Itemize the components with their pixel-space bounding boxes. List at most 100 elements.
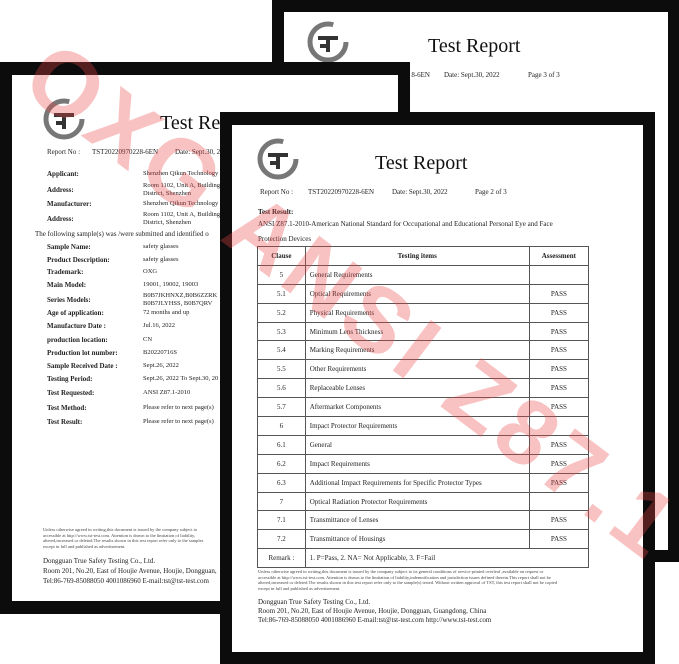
field-value: CN <box>143 336 153 343</box>
disclaimer: altered,increased or deleted.The results… <box>43 538 204 543</box>
company: Dongguan True Safety Testing Co., Ltd. <box>43 557 156 565</box>
table-row: 6.2 Impact Requirements PASS <box>257 453 590 474</box>
field-value: Sept.26, 2022 <box>143 362 179 369</box>
field-value: safety glasses <box>143 256 179 263</box>
field-value: Sept.26, 2022 To Sept.30, 20 <box>143 375 219 382</box>
field-value: Shenzhen Qikun Technology Co., Ltd. <box>143 200 243 207</box>
table-row: 7 Optical Radiation Protector Requirement… <box>257 491 590 512</box>
field-value: safety glasses <box>143 243 179 250</box>
date: Date: Sept.30, 2 <box>175 148 221 156</box>
standard: Protection Devices <box>258 235 312 243</box>
company: Dongguan True Safety Testing Co., Ltd. <box>258 598 371 606</box>
table-cell: 5.3 <box>257 321 306 342</box>
field-value: District, Shenzhen <box>143 190 192 197</box>
field-label: Applicant: <box>47 170 79 178</box>
contact: Tel:86-769-85088050 4001086960 E-mail:ts… <box>258 616 492 624</box>
table-cell: PASS <box>528 302 590 323</box>
table-cell: Impact Protector Requirements <box>304 416 530 436</box>
table-row: 5.3 Minimum Lens Thickness PASS <box>257 321 590 342</box>
disclaimer: altered,increased or deleted.The results… <box>258 580 557 585</box>
table-cell: 7.2 <box>257 529 306 550</box>
field-value: Room 1102, Unit A, Building 13, Fantas <box>143 182 249 189</box>
field-label: Testing Period: <box>47 375 93 383</box>
field-label: Sample Received Date : <box>47 362 118 370</box>
field-value: 72 months and up <box>143 309 190 316</box>
field-label: Test Method: <box>47 404 87 412</box>
table-cell: PASS <box>528 453 590 474</box>
results-table: Clause Testing items Assessment 5 General Re… <box>257 246 590 569</box>
title: Test Report <box>428 35 521 57</box>
header-cell: Assessment <box>528 246 590 266</box>
table-cell: 5.6 <box>257 378 306 399</box>
field-value: B20220716S <box>143 349 177 356</box>
table-cell: Replaceable Lenses <box>304 378 530 399</box>
address: Room 201, No.20, East of Houjie Avenue, … <box>258 607 487 615</box>
table-row: 5.7 Aftermarket Components PASS <box>257 397 590 418</box>
report-no: TST20220970228-6EN <box>92 148 159 156</box>
standard: ANSI Z87.1-2010-American National Standa… <box>258 220 553 228</box>
field-label: Production lot number: <box>47 349 118 357</box>
report-no-label: Report No : <box>47 148 81 156</box>
header-row: Clause Testing items Assessment <box>257 246 590 266</box>
field-value: Please refer to next page(s) <box>143 418 214 425</box>
table-cell: PASS <box>528 510 590 531</box>
title: Test Re <box>160 112 221 134</box>
table-row: 5.6 Replaceable Lenses PASS <box>257 378 590 399</box>
field-value: B0B7JKHNXZ,B0B6ZZRK <box>143 292 218 299</box>
table-cell: PASS <box>528 283 590 304</box>
remark-label: Remark : <box>257 548 306 569</box>
header-cell: Clause <box>257 246 306 266</box>
field-value: Shenzhen Qikun Technology Co., Ltd. <box>143 170 243 177</box>
report-no: TST20220970228-6EN <box>308 188 375 196</box>
table-cell: Optical Requirements <box>304 283 530 304</box>
table-row: 7.1 Transmittance of Lenses PASS <box>257 510 590 531</box>
field-value: Please refer to next page(s) <box>143 404 214 411</box>
table-cell: PASS <box>528 472 590 493</box>
table-cell: Transmittance of Lenses <box>304 510 530 531</box>
table-cell: Optical Radiation Protector Requirements <box>304 491 530 512</box>
table-cell: PASS <box>528 397 590 418</box>
field-value: OXG <box>143 268 158 275</box>
field-label: Main Model: <box>47 281 87 289</box>
table-row: 7.2 Transmittance of Housings PASS <box>257 529 590 550</box>
disclaimer: accessible at http://www.tst-test.com. A… <box>258 574 551 580</box>
table-cell: 5.5 <box>257 359 306 380</box>
field-value: 19001, 19002, 19003 <box>143 281 199 288</box>
table-cell: 6 <box>257 416 306 436</box>
table-row: 5.2 Physical Requirements PASS <box>257 302 590 323</box>
table-cell: 6.2 <box>257 453 306 474</box>
logo <box>307 21 349 63</box>
table-cell: Other Requirements <box>304 359 530 380</box>
field-value: ANSI Z87.1-2010 <box>143 389 191 396</box>
header-cell: Testing items <box>304 246 530 266</box>
table-cell <box>528 416 590 436</box>
table-row: 5.4 Marking Requirements PASS <box>257 340 590 361</box>
field-label: Trademark: <box>47 268 84 276</box>
table-row: 6.3 Additional Impact Requirements for Sp… <box>257 472 590 493</box>
field-label: Manufacture Date : <box>47 322 106 330</box>
table-cell: PASS <box>528 378 590 399</box>
table-cell: Physical Requirements <box>304 302 530 323</box>
disclaimer: except in full and published as advertis… <box>258 585 341 591</box>
field-value: B0B7JLYHSS, B0B7QRV <box>143 300 213 307</box>
table-row: 5.1 Optical Requirements PASS <box>257 283 590 304</box>
table-row: 6 Impact Protector Requirements <box>257 416 590 436</box>
address: Room 201, No.20, East of Houjie Avenue, … <box>43 567 217 575</box>
disclaimer: Unless otherwise agreed in writing,this … <box>43 527 198 532</box>
field-value: District, Shenzhen <box>143 219 192 226</box>
table-cell: 7 <box>257 491 306 512</box>
table-cell <box>528 264 590 285</box>
table-cell: Transmittance of Housings <box>304 529 530 550</box>
title: Test Report <box>375 152 468 174</box>
table-row: 6.1 General PASS <box>257 434 590 455</box>
table-cell: 6.3 <box>257 472 306 493</box>
remark-row: Remark :1. P=Pass, 2. NA= Not Applicable… <box>257 548 590 569</box>
logo <box>43 98 85 140</box>
report-no: 8-6EN <box>411 71 430 79</box>
table-cell: Minimum Lens Thickness <box>304 321 530 342</box>
table-cell: PASS <box>528 529 590 550</box>
table-cell: Marking Requirements <box>304 340 530 361</box>
field-value: Jul.16, 2022 <box>143 322 175 329</box>
page-number: Page 3 of 3 <box>528 71 560 79</box>
